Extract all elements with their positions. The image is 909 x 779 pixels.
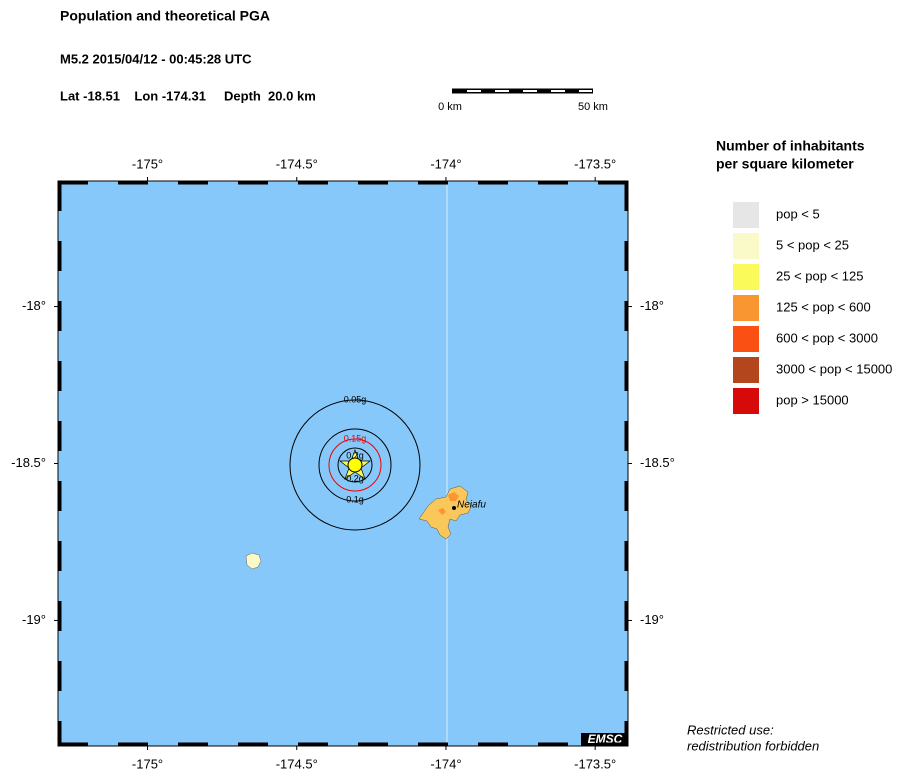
city-label: Neiafu <box>457 500 486 511</box>
event: M5.2 2015/04/12 - 00:45:28 UTC <box>60 51 252 66</box>
contour-label: 0.15g <box>344 433 367 443</box>
contour <box>328 438 382 492</box>
notice: Restricted use: <box>687 722 774 737</box>
legend-title: Number of inhabitants <box>716 138 865 154</box>
map: Neiafu 0.05g 0.15g 0.2g 0.2g 0.1g EMSC <box>57 180 629 747</box>
legend: pop < 5 5 < pop < 25 25 < pop < 125 125 < p… <box>733 202 892 414</box>
title: Population and theoretical PGA <box>60 8 270 24</box>
legend-swatch <box>733 295 759 321</box>
legend-label: 3000 < pop < 15000 <box>776 361 892 376</box>
contour-label: 0.05g <box>344 394 367 404</box>
legend-swatch <box>733 264 759 290</box>
lon-label: -174° <box>430 756 461 771</box>
legend-label: 5 < pop < 25 <box>776 237 849 252</box>
notice: redistribution forbidden <box>687 738 819 753</box>
contour-label: 0.2g <box>346 473 364 483</box>
lat-label: -18° <box>22 298 46 313</box>
lon-label: -174.5° <box>276 756 318 771</box>
legend-label: 600 < pop < 3000 <box>776 330 878 345</box>
legend-swatch <box>733 326 759 352</box>
lon-label: -174° <box>430 156 461 171</box>
lon-label: -175° <box>132 756 163 771</box>
island <box>418 485 473 540</box>
legend-label: pop > 15000 <box>776 392 849 407</box>
contour <box>289 399 421 531</box>
lat-label: -19° <box>22 612 46 627</box>
contour <box>318 428 392 502</box>
lat-label: -18.5° <box>11 455 46 470</box>
lat-label: -18.5° <box>640 455 675 470</box>
legend-label: 125 < pop < 600 <box>776 299 871 314</box>
scale-end: 50 km <box>578 101 608 113</box>
lon-label: -174.5° <box>276 156 318 171</box>
legend-swatch <box>733 357 759 383</box>
contour <box>337 447 373 483</box>
legend-label: 25 < pop < 125 <box>776 268 863 283</box>
island-dense <box>438 492 459 515</box>
legend-title: per square kilometer <box>716 156 854 172</box>
city-marker <box>452 506 456 510</box>
lon-label: -173.5° <box>574 756 616 771</box>
contour-label: 0.2g <box>346 450 364 460</box>
lon-label: -173.5° <box>574 156 616 171</box>
legend-swatch <box>733 388 759 414</box>
location: Lat -18.51 Lon -174.31 Depth 20.0 km <box>60 88 316 103</box>
lat-label: -19° <box>640 612 664 627</box>
island <box>245 552 262 570</box>
scale-start: 0 km <box>438 101 462 113</box>
lat-label: -18° <box>640 298 664 313</box>
contour-label: 0.1g <box>346 494 364 504</box>
epicenter <box>347 457 363 473</box>
lon-label: -175° <box>132 156 163 171</box>
legend-swatch <box>733 233 759 259</box>
legend-swatch <box>733 202 759 228</box>
legend-label: pop < 5 <box>776 206 820 221</box>
